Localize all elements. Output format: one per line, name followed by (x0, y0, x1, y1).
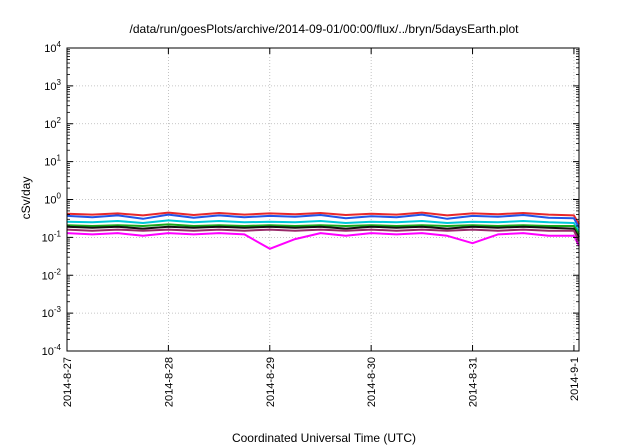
y-tick-label: 104 (44, 40, 61, 55)
y-tick-label: 100 (44, 192, 61, 207)
grid (67, 48, 579, 351)
y-axis-ticks: 10-4 10-3 10-2 10-1 100 101 102 103 104 (42, 40, 579, 358)
x-tick-label: 2014-8-29 (265, 357, 277, 407)
y-tick-label: 101 (44, 154, 61, 169)
y-axis-label: cSv/day (19, 177, 33, 220)
x-tick-label: 2014-8-28 (163, 357, 175, 407)
chart-title: /data/run/goesPlots/archive/2014-09-01/0… (130, 22, 520, 36)
series-line-6 (66, 228, 580, 242)
series-line-7 (66, 232, 580, 250)
x-axis-label: Coordinated Universal Time (UTC) (232, 431, 416, 445)
x-axis-ticks: 2014-8-27 2014-8-28 2014-8-29 2014-8-30 2014… (62, 48, 581, 407)
y-tick-label: 10-2 (42, 267, 62, 282)
x-tick-label: 2014-9-1 (569, 357, 581, 401)
y-tick-label: 10-3 (42, 305, 62, 320)
x-tick-label: 2014-8-31 (468, 357, 480, 407)
y-tick-label: 102 (44, 116, 61, 131)
series-line-2 (66, 213, 580, 229)
series-line-4 (66, 223, 580, 235)
series-group (66, 211, 580, 250)
series-line-3 (66, 219, 580, 233)
y-tick-label: 10-1 (42, 229, 62, 244)
x-tick-label: 2014-8-27 (62, 357, 74, 407)
series-line-1 (66, 211, 580, 225)
y-tick-label: 103 (44, 78, 61, 93)
series-line-5 (66, 225, 580, 238)
y-tick-label: 10-4 (42, 343, 62, 358)
x-tick-label: 2014-8-30 (366, 357, 378, 407)
